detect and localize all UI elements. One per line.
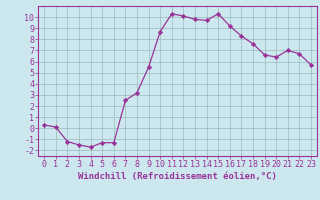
X-axis label: Windchill (Refroidissement éolien,°C): Windchill (Refroidissement éolien,°C) (78, 172, 277, 181)
